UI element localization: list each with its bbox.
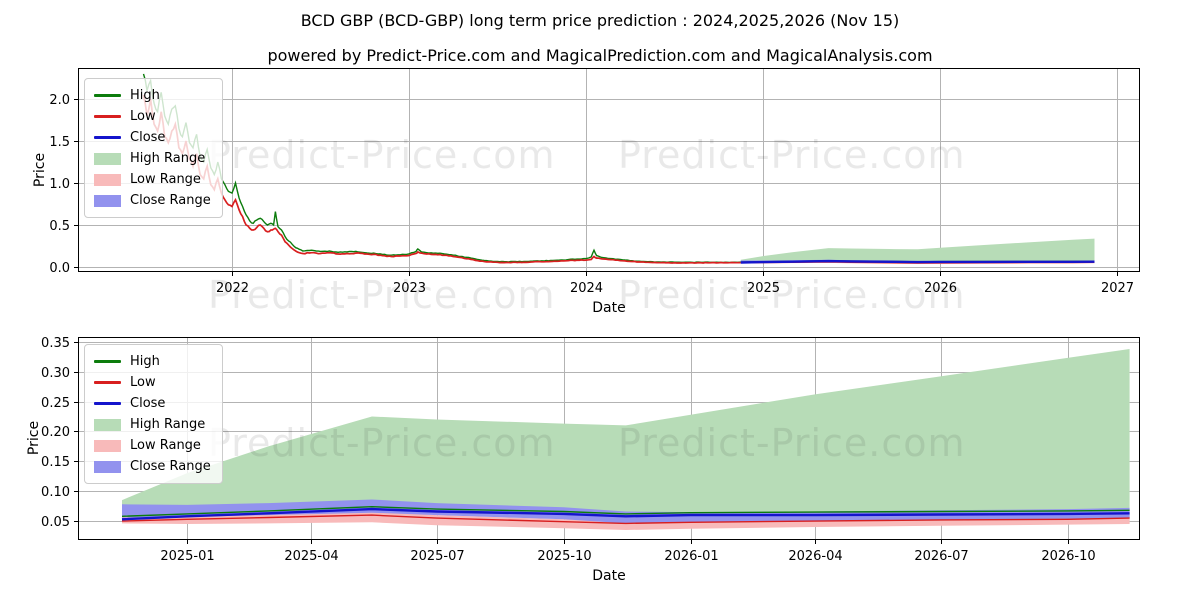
legend-item-high: High (94, 85, 211, 106)
y-tick-label: 0.20 (41, 425, 70, 440)
high-line-historical (142, 73, 741, 264)
legend-item-low-range: Low Range (94, 435, 211, 456)
low-line-forecast (121, 514, 1130, 525)
x-tick-label: 2025-04 (284, 549, 338, 564)
x-tick-label: 2026-01 (664, 549, 718, 564)
legend-label: High Range (130, 417, 206, 432)
main-legend: High Low Close High Range Low Range Close Ran… (84, 78, 223, 218)
legend-label: Close (130, 396, 166, 411)
legend-patch-swatch (94, 460, 121, 473)
x-tick-label: 2022 (216, 281, 249, 296)
legend-label: Low Range (130, 438, 201, 453)
main-ylabel: Price (32, 152, 48, 188)
x-tick-label: 2025-01 (160, 549, 214, 564)
legend-patch-swatch (94, 173, 121, 186)
legend-patch-swatch (94, 152, 121, 165)
y-tick-label: 0.05 (41, 515, 70, 530)
watermark-text: Predict-Price.com (208, 273, 556, 317)
forecast-ylabel: Price (26, 420, 42, 456)
forecast-legend: High Low Close High Range Low Range Close Ran… (84, 344, 223, 484)
legend-patch-swatch (94, 194, 121, 207)
chart-title: BCD GBP (BCD-GBP) long term price predic… (300, 11, 900, 30)
y-tick-label: 1.5 (49, 135, 70, 150)
y-tick-label: 0.10 (41, 485, 70, 500)
x-tick-label: 2023 (393, 281, 426, 296)
high-range-band (122, 349, 1130, 524)
plot-border (78, 337, 1140, 540)
y-tick-label: 0.5 (49, 219, 70, 234)
legend-label: Close Range (130, 193, 211, 208)
legend-item-close: Close (94, 393, 211, 414)
legend-item-high-range: High Range (94, 414, 211, 435)
low-line-historical (142, 94, 741, 264)
x-tick-label: 2025-10 (537, 549, 591, 564)
x-tick-label: 2024 (570, 281, 603, 296)
x-tick-label: 2027 (1101, 281, 1134, 296)
x-tick-label: 2025-07 (410, 549, 464, 564)
watermark-text: Predict-Price.com (618, 273, 966, 317)
x-tick-label: 2025 (747, 281, 780, 296)
legend-item-low-range: Low Range (94, 169, 211, 190)
legend-label: Low Range (130, 172, 201, 187)
y-tick-label: 1.0 (49, 177, 70, 192)
forecast-chart-canvas: 2025-01 2025-04 2025-07 2025-10 2026-01 2026-… (41, 336, 1140, 564)
close-range-band (122, 499, 1130, 524)
legend-label: Close (130, 130, 166, 145)
high-line-forecast (121, 505, 1130, 517)
x-tick-label: 2026-07 (914, 549, 968, 564)
legend-label: Low (130, 109, 156, 124)
y-tick-label: 0.30 (41, 366, 70, 381)
legend-patch-swatch (94, 418, 121, 431)
x-tick-label: 2026-04 (788, 549, 842, 564)
y-tick-label: 0.15 (41, 455, 70, 470)
legend-item-high-range: High Range (94, 148, 211, 169)
y-tick-label: 0.0 (49, 261, 70, 276)
close-line-forecast (740, 259, 1095, 264)
chart-subtitle: powered by Predict-Price.com and Magical… (267, 46, 933, 65)
legend-item-close: Close (94, 127, 211, 148)
low-range-band (122, 511, 1130, 530)
legend-item-low: Low (94, 372, 211, 393)
main-chart-canvas: 2022 2023 2024 2025 2026 2027 0.0 0.5 1.0 1.5 2.0 (49, 68, 1140, 296)
legend-line-swatch (94, 381, 121, 384)
legend-item-close-range: Close Range (94, 456, 211, 477)
main-xlabel: Date (592, 300, 626, 316)
legend-label: High Range (130, 151, 206, 166)
y-tick-label: 2.0 (49, 93, 70, 108)
legend-item-high: High (94, 351, 211, 372)
legend-label: Low (130, 375, 156, 390)
y-tick-label: 0.35 (41, 336, 70, 351)
legend-line-swatch (94, 360, 121, 363)
legend-label: High (130, 354, 160, 369)
close-line-forecast (121, 507, 1130, 521)
high-range-band (740, 238, 1095, 264)
legend-patch-swatch (94, 439, 121, 452)
legend-line-swatch (94, 136, 121, 139)
legend-label: Close Range (130, 459, 211, 474)
forecast-xlabel: Date (592, 568, 626, 584)
legend-line-swatch (94, 94, 121, 97)
legend-line-swatch (94, 402, 121, 405)
y-tick-label: 0.25 (41, 396, 70, 411)
x-tick-label: 2026 (924, 281, 957, 296)
plot-border (78, 68, 1140, 272)
legend-item-low: Low (94, 106, 211, 127)
legend-label: High (130, 88, 160, 103)
legend-line-swatch (94, 115, 121, 118)
x-tick-label: 2026-10 (1041, 549, 1095, 564)
legend-item-close-range: Close Range (94, 190, 211, 211)
